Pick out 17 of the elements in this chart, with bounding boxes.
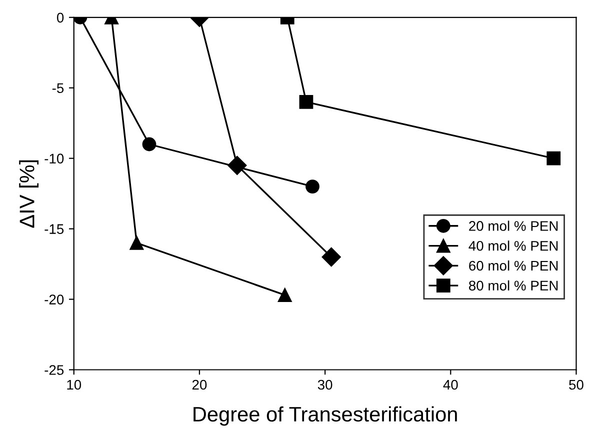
x-tick-label: 10: [67, 380, 82, 390]
y-axis-title: ΔIV [%]: [19, 160, 39, 228]
y-tick-label: -15: [44, 224, 64, 234]
x-tick-label: 20: [192, 380, 207, 390]
legend-label: 80 mol % PEN: [468, 280, 558, 291]
x-tick-label: 30: [318, 380, 332, 390]
y-tick-label: 0: [56, 12, 64, 23]
y-tick-label: -10: [44, 154, 64, 164]
legend-label: 60 mol % PEN: [469, 260, 558, 271]
legend-label: 40 mol % PEN: [468, 240, 558, 251]
y-tick-label: -5: [52, 83, 64, 94]
x-axis-title: Degree of Transesterification: [194, 406, 457, 426]
x-tick-label: 40: [443, 380, 458, 390]
legend-label: 20 mol % PEN: [469, 220, 558, 231]
y-tick-label: -20: [44, 294, 64, 304]
y-tick-label: -25: [44, 365, 64, 375]
x-tick-label: 50: [569, 380, 584, 390]
